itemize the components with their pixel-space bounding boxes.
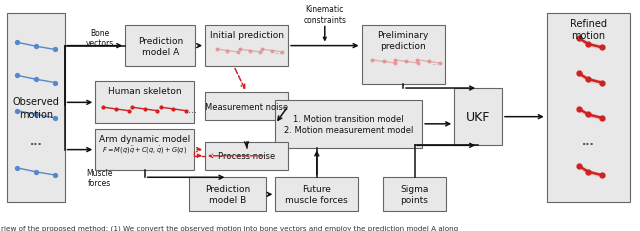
- FancyBboxPatch shape: [7, 14, 65, 202]
- Text: $F = M(q)\ddot{q}+C(q,\dot{q})+G(q)$: $F = M(q)\ddot{q}+C(q,\dot{q})+G(q)$: [102, 144, 188, 156]
- FancyBboxPatch shape: [275, 101, 422, 148]
- Text: ...: ...: [275, 47, 282, 56]
- Text: Bone
vectors: Bone vectors: [86, 28, 114, 48]
- Text: riew of the proposed method: (1) We convert the observed motion into bone vector: riew of the proposed method: (1) We conv…: [1, 225, 458, 231]
- Text: ...: ...: [29, 136, 42, 146]
- FancyBboxPatch shape: [454, 89, 502, 146]
- FancyBboxPatch shape: [205, 142, 288, 170]
- Text: Prediction
model A: Prediction model A: [138, 36, 183, 56]
- FancyBboxPatch shape: [95, 130, 194, 170]
- Text: Preliminary
prediction: Preliminary prediction: [378, 30, 429, 51]
- FancyBboxPatch shape: [547, 14, 630, 202]
- Text: Measurement noise: Measurement noise: [205, 102, 288, 111]
- FancyBboxPatch shape: [205, 26, 288, 67]
- Text: ...: ...: [431, 58, 439, 67]
- FancyBboxPatch shape: [95, 82, 194, 124]
- Text: ...: ...: [582, 136, 595, 146]
- Text: Sigma
points: Sigma points: [401, 185, 429, 204]
- Text: Process noise: Process noise: [218, 152, 275, 161]
- Text: Arm dynamic model: Arm dynamic model: [99, 134, 190, 143]
- Text: Refined
motion: Refined motion: [570, 18, 607, 41]
- Text: UKF: UKF: [466, 111, 490, 124]
- FancyBboxPatch shape: [189, 177, 266, 212]
- Text: Initial prediction: Initial prediction: [209, 30, 284, 40]
- Text: Kinematic
constraints: Kinematic constraints: [303, 5, 346, 24]
- FancyBboxPatch shape: [383, 177, 447, 212]
- FancyBboxPatch shape: [125, 26, 195, 67]
- Text: Muscle
forces: Muscle forces: [86, 168, 113, 187]
- Text: Human skeleton: Human skeleton: [108, 86, 182, 95]
- Text: Future
muscle forces: Future muscle forces: [285, 185, 348, 204]
- Text: Observed
motion: Observed motion: [12, 97, 60, 119]
- FancyBboxPatch shape: [205, 93, 288, 120]
- FancyBboxPatch shape: [275, 177, 358, 212]
- Text: 1. Motion transition model
2. Motion measurement model: 1. Motion transition model 2. Motion mea…: [284, 114, 413, 134]
- Text: Prediction
model B: Prediction model B: [205, 185, 250, 204]
- FancyBboxPatch shape: [362, 26, 445, 84]
- Text: ...: ...: [188, 104, 197, 115]
